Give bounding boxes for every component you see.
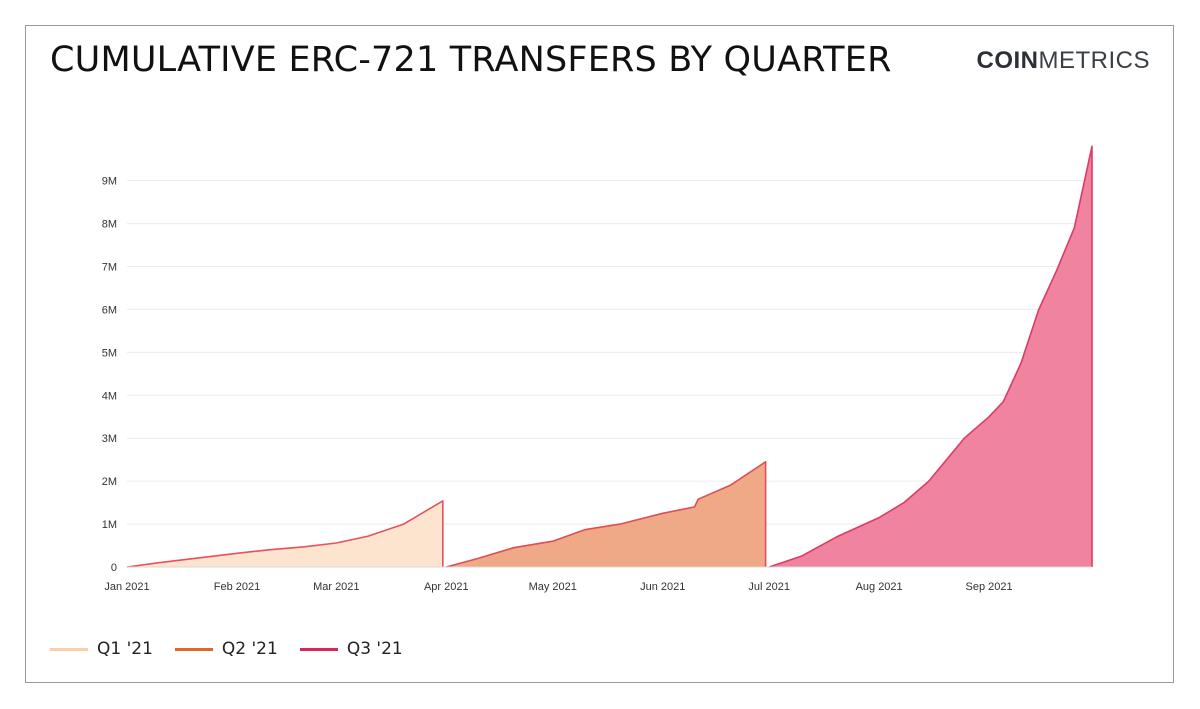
series-line-q1 <box>126 500 444 568</box>
y-axis: 0 1M 2M 3M 4M 5M 6M 7M 8M 9M <box>102 176 117 574</box>
legend-item-q3[interactable]: Q3 '21 <box>299 639 403 659</box>
legend-label-q3: Q3 '21 <box>346 639 403 659</box>
y-tick-label: 6M <box>102 304 117 316</box>
y-tick-label: 3M <box>102 433 117 445</box>
x-tick-label: Jun 2021 <box>640 581 685 593</box>
series-area-q2 <box>446 461 766 567</box>
series-line-q3 <box>768 145 1093 568</box>
y-tick-label: 1M <box>102 519 117 531</box>
y-tick-label: 9M <box>102 176 117 188</box>
series-area-q1 <box>127 500 443 567</box>
x-tick-label: Jul 2021 <box>748 581 790 593</box>
coinmetrics-logo: COINMETRICS <box>977 47 1151 75</box>
series-area-q3 <box>769 146 1092 568</box>
x-tick-label: May 2021 <box>529 581 577 593</box>
legend-item-q1[interactable]: Q1 '21 <box>50 639 153 659</box>
x-tick-label: Apr 2021 <box>424 581 469 593</box>
y-tick-label: 2M <box>102 476 117 488</box>
legend-label-q1: Q1 '21 <box>97 639 153 659</box>
legend-swatch-q3 <box>299 647 338 651</box>
y-tick-label: 4M <box>102 390 117 402</box>
x-tick-label: Sep 2021 <box>966 581 1013 593</box>
y-tick-label: 7M <box>102 261 117 273</box>
y-tick-label: 8M <box>102 219 117 231</box>
logo-bold-text: COIN <box>976 47 1039 74</box>
legend-label-q2: Q2 '21 <box>221 639 278 659</box>
y-tick-label: 0 <box>111 562 117 574</box>
x-tick-label: Feb 2021 <box>214 581 260 593</box>
chart-grid <box>127 180 1092 525</box>
chart-legend: Q1 '21 Q2 '21 Q3 '21 <box>50 639 403 659</box>
legend-item-q2[interactable]: Q2 '21 <box>174 639 278 659</box>
x-tick-label: Mar 2021 <box>313 581 359 593</box>
logo-light-text: METRICS <box>1038 47 1150 74</box>
legend-swatch-q1 <box>50 647 88 651</box>
series-line-q2 <box>446 461 767 568</box>
x-axis: Jan 2021 Feb 2021 Mar 2021 Apr 2021 May 2021… <box>104 566 1092 593</box>
legend-swatch-q2 <box>174 647 213 651</box>
chart-frame <box>25 25 1174 683</box>
chart-title: CUMULATIVE ERC-721 TRANSFERS BY QUARTER <box>50 40 892 80</box>
y-tick-label: 5M <box>102 347 117 359</box>
chart-areas <box>126 145 1093 568</box>
x-tick-label: Aug 2021 <box>856 581 903 593</box>
x-tick-label: Jan 2021 <box>104 581 149 593</box>
